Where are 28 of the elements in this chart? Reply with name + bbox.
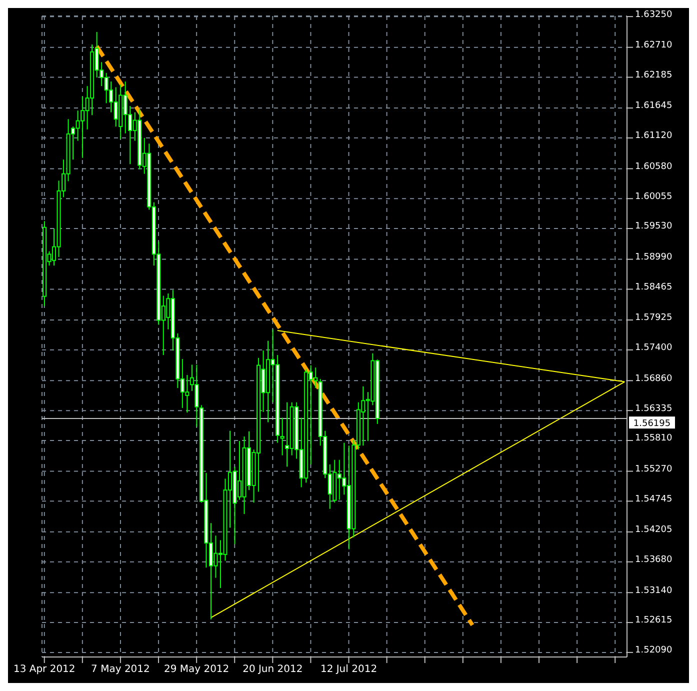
- x-tick-label: 29 May 2012: [164, 664, 230, 676]
- y-tick-label: 1.56335: [635, 404, 672, 414]
- y-tick-label: 1.57400: [635, 343, 672, 354]
- y-tick-label: 1.59530: [635, 222, 672, 232]
- y-tick-label: 1.62185: [635, 70, 672, 80]
- y-tick-label: 1.56860: [635, 374, 672, 384]
- y-tick-label: 1.60055: [635, 192, 672, 202]
- ref-line-label: 1.56195: [633, 419, 671, 430]
- y-tick-label: 1.54745: [635, 494, 672, 504]
- y-tick-label: 1.58990: [635, 252, 672, 262]
- y-tick-label: 1.53140: [635, 586, 672, 596]
- y-tick-label: 1.61120: [635, 131, 672, 142]
- y-tick-label: 1.55810: [635, 434, 672, 444]
- y-tick-label: 1.52090: [635, 646, 672, 656]
- y-tick-label: 1.53680: [635, 555, 672, 566]
- y-tick-label: 1.55270: [635, 464, 672, 474]
- y-tick-label: 1.63250: [635, 10, 672, 20]
- y-tick-label: 1.54205: [635, 525, 672, 536]
- x-tick-label: 13 Apr 2012: [13, 664, 76, 676]
- y-tick-label: 1.60580: [635, 162, 672, 172]
- x-tick-label: 7 May 2012: [91, 664, 150, 676]
- y-tick-label: 1.52615: [635, 616, 672, 626]
- y-tick-label: 1.61645: [635, 101, 672, 112]
- y-tick-label: 1.58465: [635, 282, 672, 292]
- x-tick-label: 12 Jul 2012: [320, 664, 378, 676]
- y-tick-label: 1.57925: [635, 313, 672, 324]
- x-tick-label: 20 Jun 2012: [242, 664, 303, 676]
- y-tick-label: 1.62710: [635, 40, 672, 51]
